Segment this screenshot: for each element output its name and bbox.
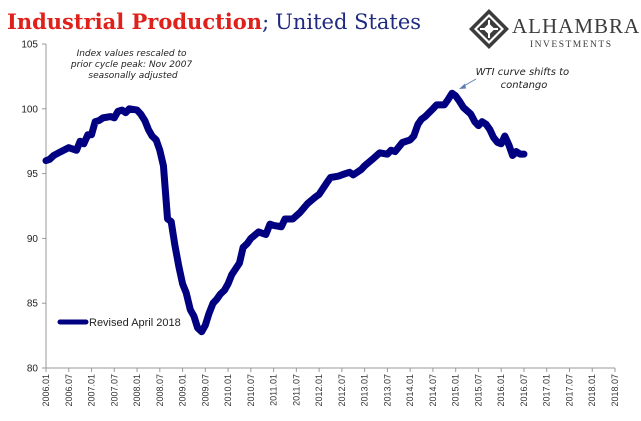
legend: Revised April 2018 — [57, 317, 181, 329]
note-text: Index values rescaled to prior cycle pea… — [70, 49, 195, 81]
x-tick-label: 2009.07 — [200, 374, 210, 407]
y-tick-label: 80 — [27, 364, 39, 375]
y-tick-label: 90 — [27, 234, 39, 245]
x-tick-label: 2009.01 — [178, 374, 188, 407]
note-line-3: seasonally adjusted — [88, 71, 178, 81]
x-tick-label: 2012.01 — [314, 374, 324, 407]
title-main: Industrial Production — [7, 9, 262, 34]
x-tick-label: 2018.07 — [610, 374, 620, 407]
x-tick-label: 2006.01 — [41, 374, 51, 407]
y-tick-label: 100 — [21, 104, 38, 115]
diamond-logo-icon — [469, 9, 509, 49]
alhambra-logo: ALHAMBRA INVESTMENTS — [469, 9, 640, 50]
x-tick-label: 2008.01 — [132, 374, 142, 407]
x-tick-label: 2011.01 — [269, 374, 279, 406]
y-tick-label: 95 — [27, 169, 39, 180]
axes: 80 85 90 95 100 105 2006.01 2006.07 2007.01 2007.… — [21, 40, 620, 407]
x-tick-label: 2016.01 — [496, 374, 506, 407]
x-tick-label: 2006.07 — [64, 374, 74, 407]
chart-title: Industrial Production; United States — [7, 9, 421, 34]
x-tick-label: 2007.07 — [109, 374, 119, 407]
annotation-arrowhead-icon — [459, 83, 466, 89]
x-tick-label: 2010.07 — [246, 374, 256, 407]
legend-label: Revised April 2018 — [89, 317, 181, 329]
annotation: WTI curve shifts to contango — [459, 67, 573, 91]
x-tick-label: 2016.07 — [519, 374, 529, 407]
x-tick-label: 2015.07 — [473, 374, 483, 407]
x-tick-label: 2012.07 — [337, 374, 347, 407]
x-tick-label: 2007.01 — [87, 374, 97, 407]
title-separator: ; — [262, 10, 269, 34]
series-layer — [42, 89, 528, 336]
x-tick-label: 2017.01 — [542, 374, 552, 407]
annotation-text: WTI curve shifts to contango — [476, 67, 573, 91]
series-line-0 — [42, 89, 528, 336]
y-tick-label: 105 — [21, 40, 38, 51]
x-tick-label: 2014.07 — [428, 374, 438, 407]
x-tick-label: 2010.01 — [223, 374, 233, 407]
logo-name: ALHAMBRA — [512, 14, 640, 38]
annotation-line-2: contango — [501, 80, 548, 91]
x-tick-label: 2013.07 — [382, 374, 392, 407]
note-line-1: Index values rescaled to — [77, 49, 187, 59]
x-tick-label: 2011.07 — [291, 374, 301, 406]
note-line-2: prior cycle peak: Nov 2007 — [70, 60, 193, 70]
x-tick-label: 2017.07 — [564, 374, 574, 407]
y-tick-label: 85 — [27, 299, 39, 310]
logo-subtitle: INVESTMENTS — [530, 40, 612, 50]
x-tick-label: 2008.07 — [155, 374, 165, 407]
annotation-line-1: WTI curve shifts to — [476, 67, 570, 78]
x-tick-label: 2013.01 — [360, 374, 370, 407]
x-tick-label: 2015.01 — [451, 374, 461, 407]
title-rest: United States — [275, 10, 421, 34]
x-tick-label: 2014.01 — [405, 374, 415, 407]
x-tick-label: 2018.01 — [587, 374, 597, 407]
